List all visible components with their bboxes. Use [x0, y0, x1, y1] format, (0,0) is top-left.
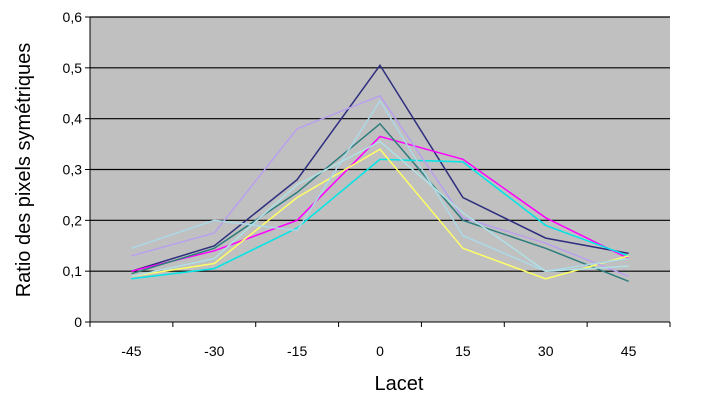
x-axis-title: Lacet	[375, 373, 424, 395]
series-line-8	[131, 140, 629, 278]
x-tick-label: 0	[376, 343, 384, 359]
series-line-6	[131, 94, 629, 277]
y-tick-label: 0,5	[63, 60, 83, 76]
y-axis-title: Ratio des pixels symétriques	[13, 43, 35, 298]
series-line-4	[131, 158, 629, 280]
y-tick-label: 0,6	[63, 9, 83, 25]
x-tick-label: 45	[621, 343, 637, 359]
y-tick-label: 0,4	[63, 111, 83, 127]
tick-labels: 0 0,1 0,2 0,3 0,4 0,5 0,6 -45 -30 -15 0 15 30 45	[63, 9, 637, 359]
x-tick-label: -30	[204, 343, 224, 359]
series-line-3	[131, 122, 629, 282]
axes	[85, 16, 671, 327]
series-group	[131, 63, 629, 282]
series-line-1	[131, 63, 629, 272]
y-tick-label: 0,1	[63, 263, 83, 279]
y-tick-label: 0	[74, 314, 82, 330]
x-tick-label: 30	[538, 343, 554, 359]
series-line-2	[131, 135, 629, 272]
series-line-5	[131, 148, 629, 280]
x-tick-label: 15	[455, 343, 471, 359]
x-tick-label: -15	[287, 343, 307, 359]
y-tick-label: 0,3	[63, 162, 83, 178]
x-tick-label: -45	[121, 343, 141, 359]
gridlines	[90, 16, 670, 272]
y-tick-label: 0,2	[63, 212, 83, 228]
